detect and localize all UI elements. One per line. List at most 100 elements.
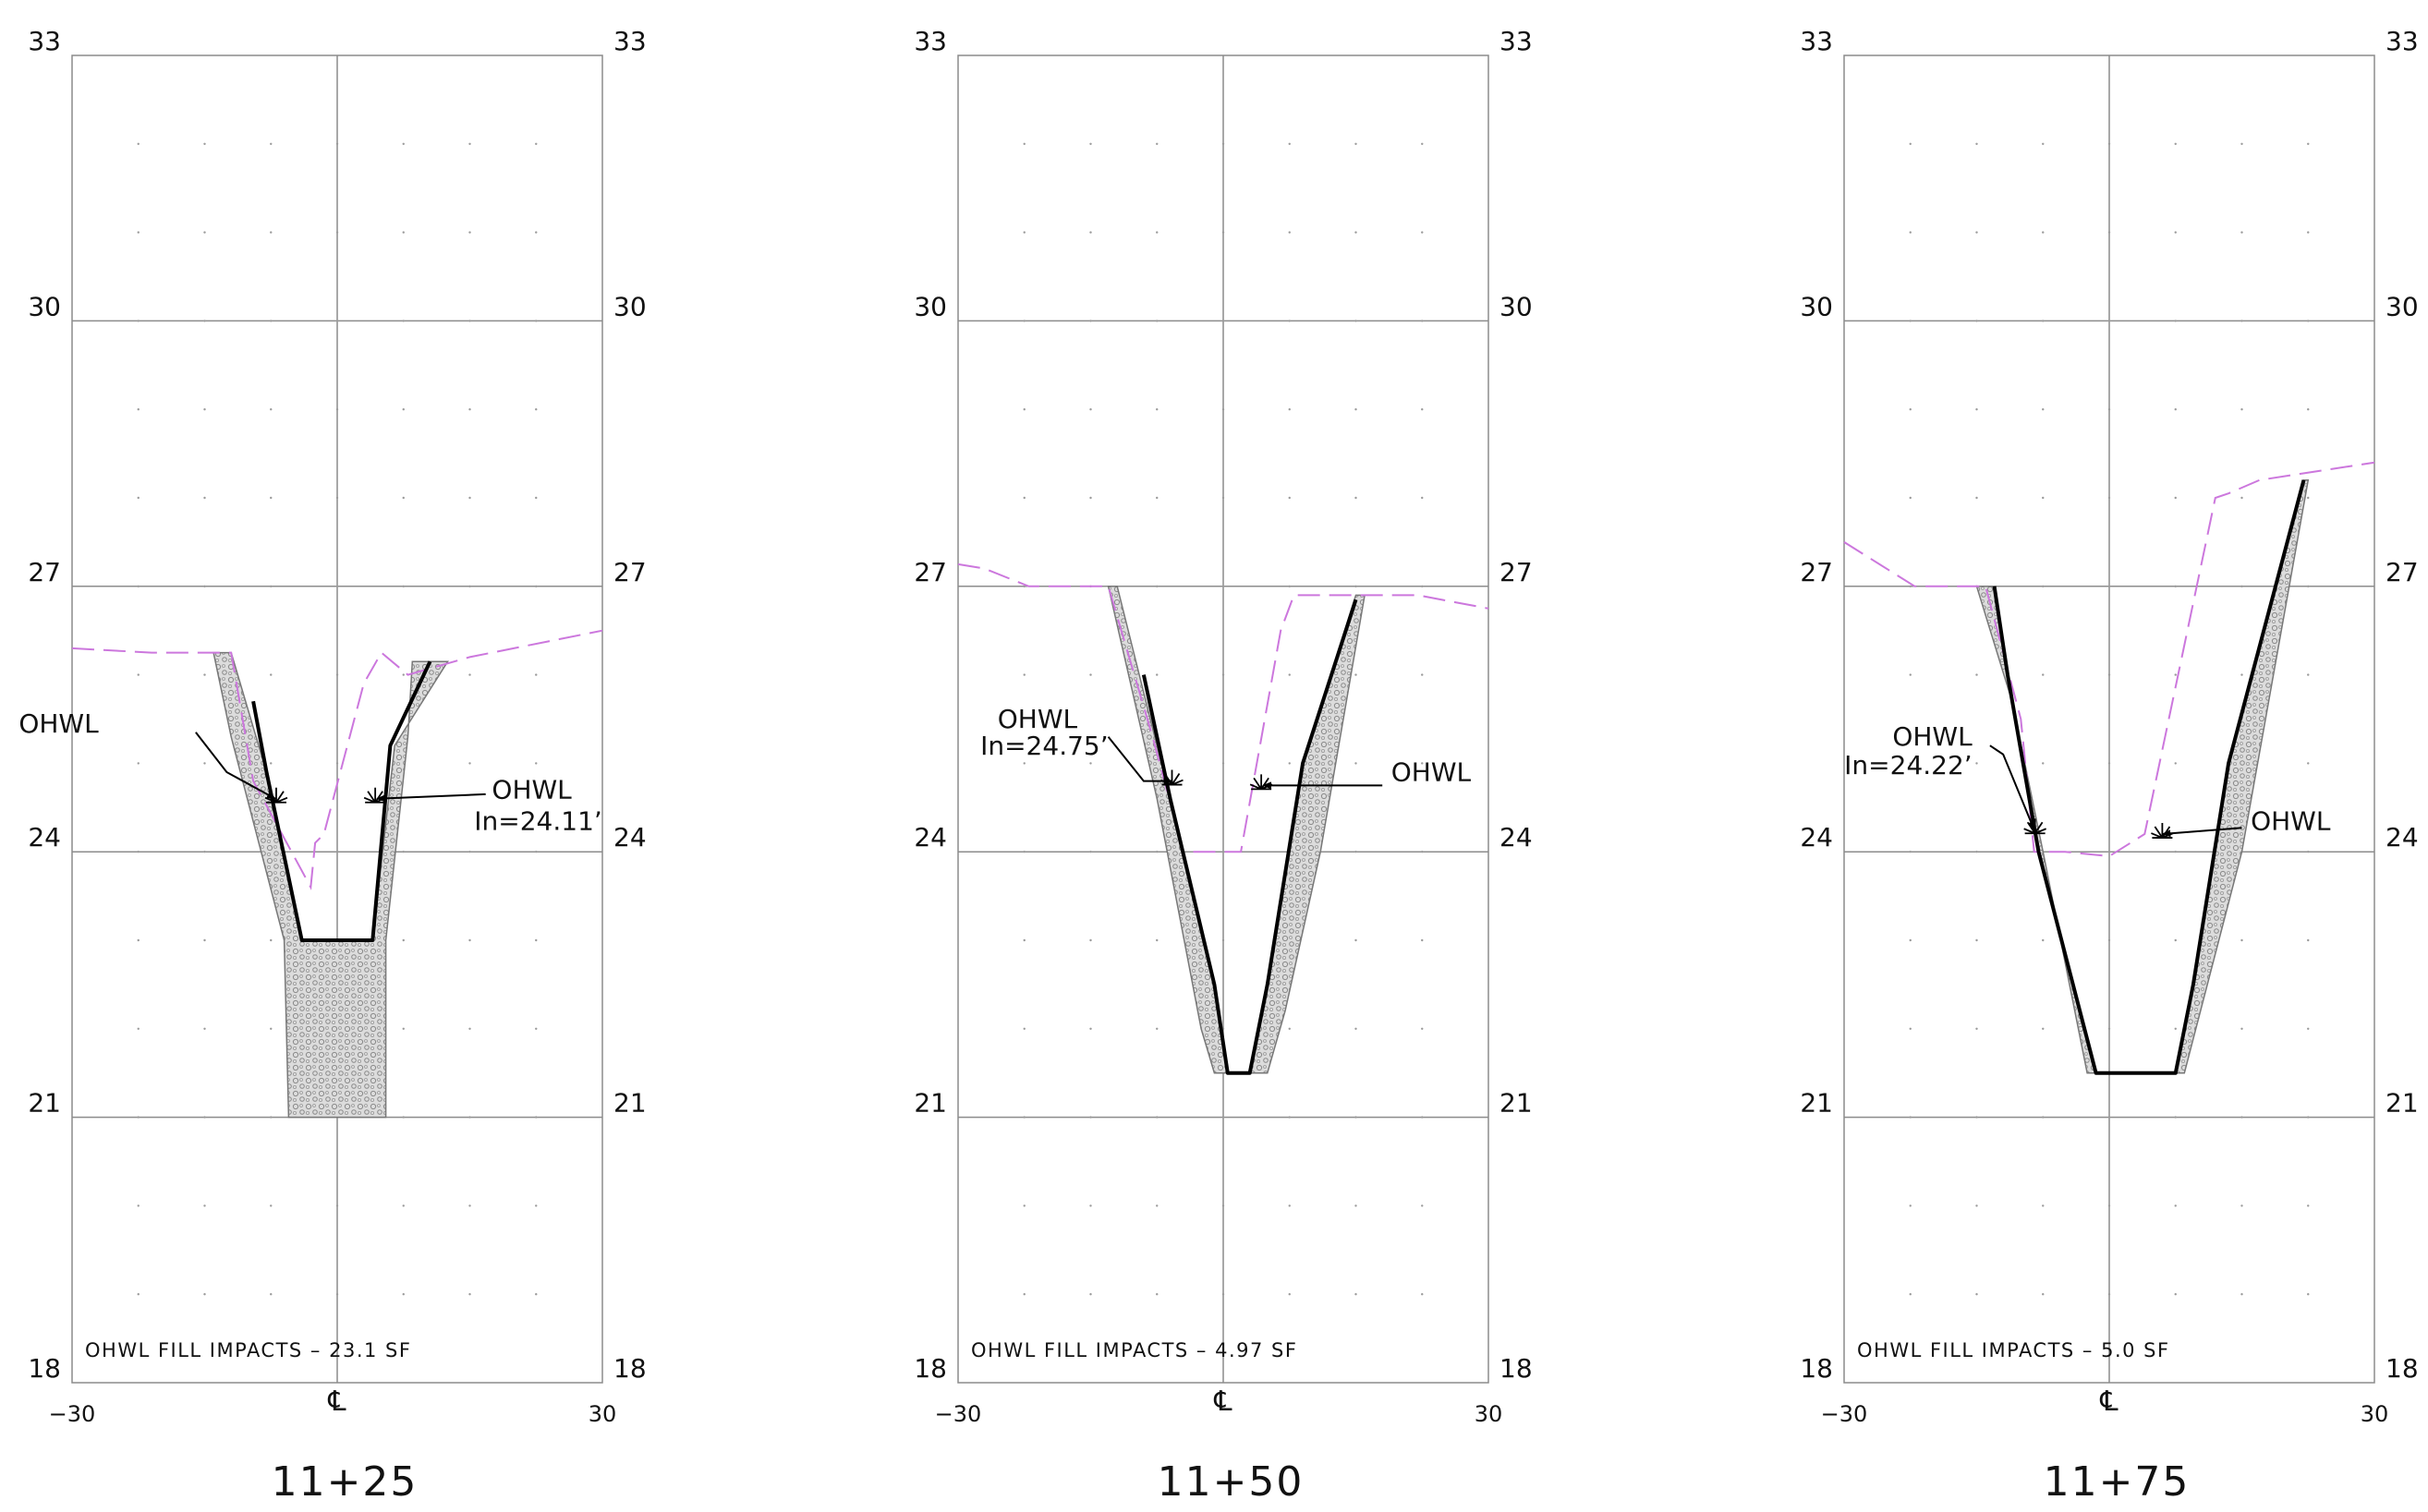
grid-dot (203, 762, 206, 765)
grid-dot (2240, 1027, 2243, 1031)
grid-dot (468, 320, 471, 322)
grid-dot (1421, 762, 1424, 765)
grid-dot (1354, 408, 1357, 411)
proposed-channel-line (251, 660, 432, 942)
grid-layer (71, 54, 603, 1384)
grid-dot (1156, 1116, 1159, 1119)
grid-dot (1221, 938, 1225, 942)
grid-dot (1421, 496, 1424, 500)
grid-dot (1421, 585, 1424, 587)
grid-dot (1975, 1204, 1978, 1207)
grid-dot (1354, 142, 1357, 145)
grid-dot (270, 142, 273, 145)
grid-dot (270, 938, 273, 942)
grid-dot (402, 142, 405, 145)
grid-dot (335, 851, 339, 853)
grid-dot (335, 142, 339, 145)
grid-dot (1023, 408, 1026, 411)
grid-dot (1023, 762, 1026, 765)
grid-dot (1975, 496, 1978, 500)
station-label: 11+75 (2044, 1458, 2191, 1506)
grid-dot (1421, 1293, 1424, 1296)
grid-dot (1089, 1027, 1092, 1031)
grid-dot (535, 1116, 538, 1119)
grid-dot (1909, 320, 1912, 322)
grid-dot (335, 585, 339, 587)
grid-dot (402, 938, 405, 942)
y-tick-label-left: 27 (1800, 557, 1833, 587)
grid-dot (1421, 408, 1424, 411)
grid-dot (335, 1293, 339, 1296)
grid-dot (402, 585, 405, 587)
grid-dot (1288, 1027, 1291, 1031)
axis-labels: 18 21 24 27 30 33 18 21 24 27 30 33 −30 … (1800, 26, 2418, 1427)
grid-dot (2240, 673, 2243, 676)
y-tick-label-right: 30 (1499, 291, 1533, 321)
grid-dot (1156, 408, 1159, 411)
grid-dot (1909, 408, 1912, 411)
grid-dot (1288, 673, 1291, 676)
grid-dot (1023, 1027, 1026, 1031)
grid-dot (1288, 1116, 1291, 1119)
y-tick-label-right: 27 (613, 557, 647, 587)
y-tick-label-left: 24 (28, 822, 61, 853)
grid-dot (2240, 1116, 2243, 1119)
grid-dot (1909, 762, 1912, 765)
grid-dot (335, 408, 339, 411)
fill-impact-note: OHWL FILL IMPACTS – 4.97 SF (971, 1339, 1297, 1361)
grid-dot (468, 762, 471, 765)
grid-dot (2240, 1293, 2243, 1296)
grid-dot (203, 851, 206, 853)
grid-dot (1975, 1116, 1978, 1119)
grid-dot (137, 320, 140, 322)
y-tick-label-left: 33 (914, 26, 947, 56)
grid-dot (402, 1204, 405, 1207)
grid-dot (2240, 320, 2243, 322)
y-tick-label-right: 21 (1499, 1088, 1533, 1119)
grid-dot (402, 408, 405, 411)
proposed-channel-line (1141, 599, 1358, 1075)
y-tick-label-left: 18 (914, 1353, 947, 1384)
grid-dot (535, 1204, 538, 1207)
grid-dot (1421, 938, 1424, 942)
grid-dot (203, 1204, 206, 1207)
grid-dot (203, 231, 206, 234)
grid-dot (1156, 585, 1159, 587)
grid-dot (1089, 496, 1092, 500)
grid-dot (2307, 1204, 2310, 1207)
grid-dot (1023, 851, 1026, 853)
proposed-channel-line (1992, 479, 2306, 1075)
grid-dot (1421, 673, 1424, 676)
grid-dot (1975, 938, 1978, 942)
ohwl-grass-icon (2023, 818, 2046, 835)
y-tick-label-left: 33 (28, 26, 61, 56)
grid-dot (203, 320, 206, 322)
y-tick-label-left: 18 (1800, 1353, 1833, 1384)
grid-dot (1354, 851, 1357, 853)
grid-dot (2107, 762, 2111, 765)
grid-dot (2240, 231, 2243, 234)
grid-dot (2307, 1293, 2310, 1296)
grid-dot (1909, 585, 1912, 587)
grid-dot (335, 762, 339, 765)
grid-dot (203, 1027, 206, 1031)
y-tick-label-left: 24 (1800, 822, 1833, 853)
grid-dot (1288, 231, 1291, 234)
grid-layer (1843, 54, 2375, 1384)
grid-dot (2107, 673, 2111, 676)
grid-dot (1354, 320, 1357, 322)
grid-dot (1354, 762, 1357, 765)
ohwl-leader-arrow (1989, 744, 2035, 831)
ohwl-label: OHWL (998, 704, 1078, 734)
grid-dot (1089, 851, 1092, 853)
grid-dot (2042, 585, 2045, 587)
grid-dot (2307, 496, 2310, 500)
y-tick-label-right: 18 (1499, 1353, 1533, 1384)
ohwl-grass-strokes (1249, 774, 1273, 791)
grid-dot (535, 142, 538, 145)
grid-dot (468, 938, 471, 942)
ohwl-grass-strokes (2023, 818, 2046, 835)
